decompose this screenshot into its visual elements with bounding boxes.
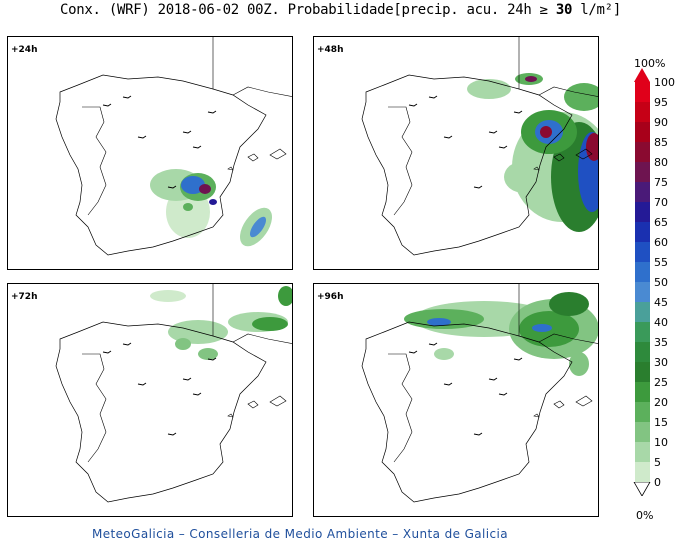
colorbar-tick-label: 70 xyxy=(654,196,668,209)
colorbar-tick-label: 40 xyxy=(654,316,668,329)
colorbar-tick-label: 100 xyxy=(654,76,675,89)
colorbar-tick-label: 20 xyxy=(654,396,668,409)
colorbar-segment xyxy=(635,382,650,402)
colorbar-segment xyxy=(635,142,650,162)
coastline xyxy=(361,284,598,503)
colorbar-tick-label: 35 xyxy=(654,336,668,349)
title-prefix: Conx. (WRF) 2018-06-02 00Z. Probabilidad… xyxy=(60,2,556,18)
colorbar-tick-label: 30 xyxy=(654,356,668,369)
colorbar-segment xyxy=(635,402,650,422)
map-panel-96h: +96h xyxy=(313,283,599,517)
colorbar-tick-label: 60 xyxy=(654,236,668,249)
colorbar-segment xyxy=(635,122,650,142)
colorbar-arrow-icon xyxy=(634,68,650,82)
map-panel-48h: +48h xyxy=(313,36,599,270)
colorbar-segment xyxy=(635,462,650,482)
colorbar-tick-label: 5 xyxy=(654,456,661,469)
colorbar-tick-label: 15 xyxy=(654,416,668,429)
colorbar-segment xyxy=(635,322,650,342)
colorbar-tick-label: 45 xyxy=(654,296,668,309)
precip-probability-field xyxy=(150,286,292,360)
colorbar-bottom-label: 0% xyxy=(636,509,654,522)
colorbar-segment xyxy=(635,442,650,462)
map-svg-48h xyxy=(361,37,598,256)
panel-label: +48h xyxy=(317,45,344,55)
title-threshold: 30 xyxy=(555,2,573,18)
colorbar-segment xyxy=(635,222,650,242)
panel-label: +96h xyxy=(317,292,344,302)
colorbar-segment xyxy=(635,242,650,262)
colorbar-segment xyxy=(635,202,650,222)
colorbar-tick-label: 55 xyxy=(654,256,668,269)
title-suffix: l/m²] xyxy=(572,2,621,18)
colorbar-segment xyxy=(635,282,650,302)
colorbar-segment xyxy=(635,422,650,442)
panel-label: +72h xyxy=(11,292,38,302)
colorbar-segment xyxy=(635,102,650,122)
colorbar-top-label: 100% xyxy=(634,57,666,70)
coastline xyxy=(361,37,598,256)
precip-probability-field xyxy=(404,292,598,376)
colorbar-tick-label: 50 xyxy=(654,276,668,289)
coastline xyxy=(55,37,292,256)
panel-label: +24h xyxy=(11,45,38,55)
map-svg-96h xyxy=(361,284,598,503)
colorbar-segment xyxy=(635,362,650,382)
colorbar-tick-label: 90 xyxy=(654,116,668,129)
colorbar-tick-label: 65 xyxy=(654,216,668,229)
map-svg-72h xyxy=(55,284,292,503)
footer-credit: MeteoGalicia – Conselleria de Medio Ambi… xyxy=(92,527,508,541)
colorbar-segment xyxy=(635,342,650,362)
precip-probability-field xyxy=(150,169,272,247)
coastline xyxy=(55,284,292,503)
colorbar-segment xyxy=(635,182,650,202)
colorbar-tick-label: 75 xyxy=(654,176,668,189)
colorbar-tick-label: 95 xyxy=(654,96,668,109)
colorbar-tick-label: 10 xyxy=(654,436,668,449)
colorbar-tick-label: 25 xyxy=(654,376,668,389)
colorbar-segment xyxy=(635,162,650,182)
colorbar-tick-label: 85 xyxy=(654,136,668,149)
map-panel-24h: +24h xyxy=(7,36,293,270)
map-title: Conx. (WRF) 2018-06-02 00Z. Probabilidad… xyxy=(0,2,681,18)
colorbar-bottom-arrow-icon xyxy=(633,482,651,496)
colorbar-segment xyxy=(635,82,650,102)
map-panel-72h: +72h xyxy=(7,283,293,517)
colorbar-segment xyxy=(635,302,650,322)
precip-probability-field xyxy=(467,73,598,232)
colorbar-tick-label: 0 xyxy=(654,476,661,489)
colorbar-segment xyxy=(635,262,650,282)
map-svg-24h xyxy=(55,37,292,256)
colorbar-tick-label: 80 xyxy=(654,156,668,169)
